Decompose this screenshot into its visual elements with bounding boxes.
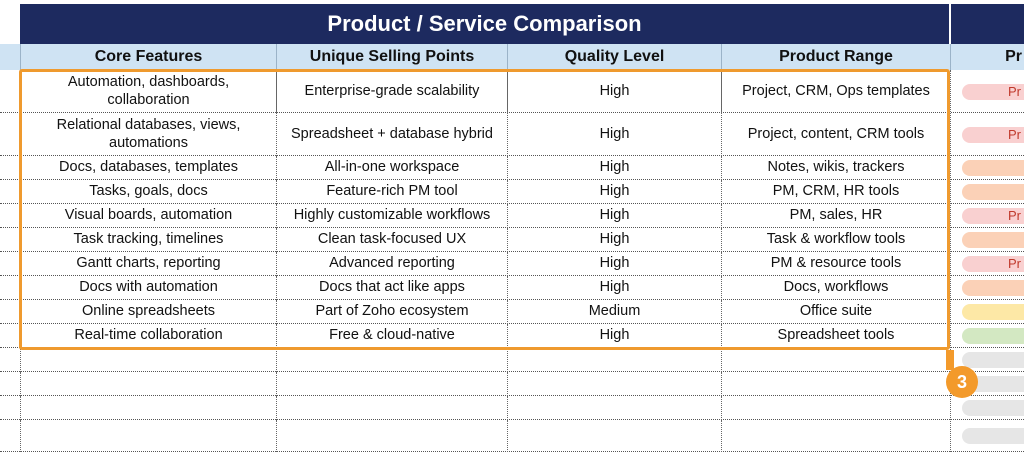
priority-pill[interactable]: Pr [962, 83, 1024, 100]
priority-pill[interactable]: Pr [962, 126, 1024, 143]
cell-quality[interactable] [507, 396, 721, 420]
cell-quality[interactable] [507, 372, 721, 396]
table-row [0, 348, 1024, 372]
sheet-title: Product / Service Comparison [20, 4, 949, 44]
header-core-features[interactable]: Core Features [20, 44, 276, 70]
table-row [0, 228, 1024, 252]
cell-core[interactable] [20, 396, 276, 420]
header-priority[interactable]: Pr [950, 44, 1024, 70]
cell-core[interactable] [20, 420, 276, 452]
cell-quality[interactable] [507, 420, 721, 452]
grid-line [276, 70, 277, 452]
cell-usp[interactable] [276, 396, 507, 420]
cell-core[interactable]: Automation, dashboards, collaboration [20, 70, 276, 113]
priority-pill[interactable] [962, 160, 1024, 176]
cell-core[interactable] [20, 372, 276, 396]
priority-pill[interactable] [962, 184, 1024, 200]
priority-pill[interactable] [962, 352, 1024, 368]
header-quality-level[interactable]: Quality Level [507, 44, 721, 70]
table-row [0, 252, 1024, 276]
cell-range[interactable] [721, 348, 950, 372]
cell-quality[interactable] [507, 348, 721, 372]
priority-pill[interactable] [962, 400, 1024, 416]
cell-usp[interactable] [276, 420, 507, 452]
table-row [0, 372, 1024, 396]
cell-usp[interactable] [276, 348, 507, 372]
priority-pill[interactable] [962, 328, 1024, 344]
cell-range[interactable] [721, 420, 950, 452]
table-row [0, 204, 1024, 228]
cell-range[interactable] [721, 396, 950, 420]
cell-core[interactable] [20, 348, 276, 372]
priority-pill[interactable] [962, 280, 1024, 296]
table-row [0, 70, 1024, 113]
table-row [0, 300, 1024, 324]
priority-pill[interactable] [962, 232, 1024, 248]
priority-pill[interactable] [962, 304, 1024, 320]
header-product-range[interactable]: Product Range [721, 44, 950, 70]
table-row [0, 113, 1024, 156]
header-row [0, 44, 1024, 70]
grid-line [950, 70, 951, 452]
grid-line [721, 70, 722, 452]
priority-pill[interactable]: Pr [962, 208, 1024, 224]
table-row [0, 396, 1024, 420]
cell-range[interactable] [721, 372, 950, 396]
cell-core[interactable]: Relational databases, views, automations [20, 113, 276, 156]
cell-usp[interactable] [276, 372, 507, 396]
table-row [0, 156, 1024, 180]
badge-connector [946, 350, 954, 370]
highlight-box [19, 69, 950, 350]
table-row [0, 276, 1024, 300]
title-band-right [951, 4, 1024, 44]
header-unique-selling-points[interactable]: Unique Selling Points [276, 44, 507, 70]
priority-pill[interactable]: Pr [962, 256, 1024, 272]
step-badge: 3 [946, 366, 978, 398]
priority-pill[interactable] [962, 428, 1024, 444]
grid-line [507, 70, 508, 452]
table-row [0, 180, 1024, 204]
